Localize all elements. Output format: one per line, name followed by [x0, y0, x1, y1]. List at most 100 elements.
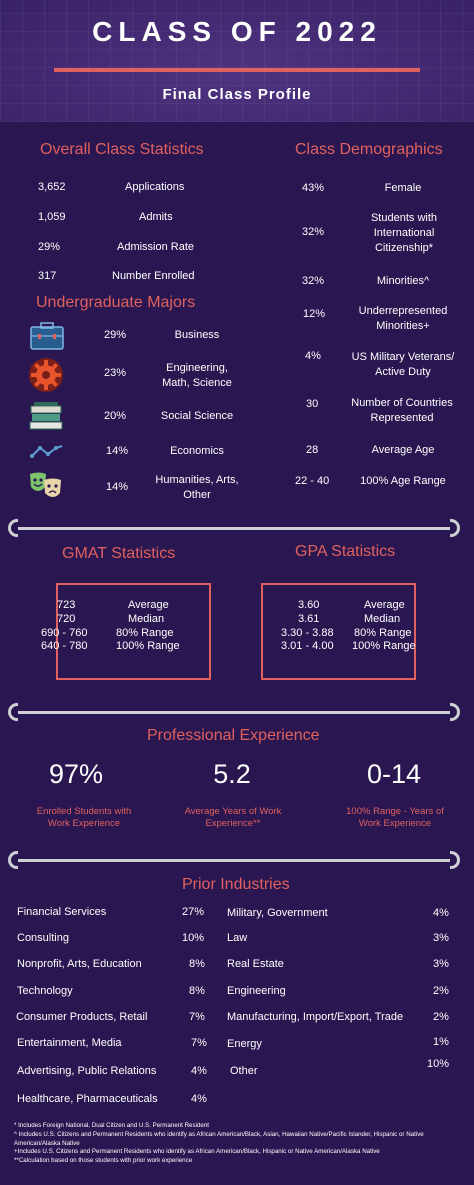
- industry-name: Healthcare, Pharmaceuticals: [17, 1093, 158, 1105]
- overall-value: 29%: [38, 241, 61, 253]
- industry-pct: 7%: [191, 1037, 207, 1049]
- industry-pct: 10%: [182, 932, 205, 944]
- industry-pct: 4%: [191, 1093, 207, 1105]
- industry-name: Financial Services: [17, 906, 107, 918]
- major-pct: 23%: [104, 367, 127, 379]
- experience-stat-caption: 100% Range - Years of Work Experience: [346, 806, 444, 829]
- industry-name: Energy: [227, 1038, 262, 1050]
- experience-stat-value: 97%: [48, 759, 104, 789]
- gpa-label: Median: [364, 613, 401, 625]
- gmat-label: 100% Range: [116, 640, 180, 652]
- experience-stat-caption: Enrolled Students with Work Experience: [36, 806, 132, 829]
- major-pct: 14%: [106, 445, 129, 457]
- overall-label: Number Enrolled: [112, 270, 195, 282]
- overall-label: Applications: [125, 181, 185, 193]
- industry-name: Real Estate: [227, 958, 284, 970]
- section-divider: [8, 703, 460, 721]
- demo-value: 43%: [302, 182, 325, 194]
- gpa-value: 3.61: [298, 613, 320, 625]
- industry-pct: 8%: [189, 958, 205, 970]
- industry-name: Consumer Products, Retail: [16, 1011, 148, 1023]
- major-label: Engineering, Math, Science: [162, 362, 232, 389]
- industry-name: Consulting: [17, 932, 69, 944]
- industry-pct: 8%: [189, 985, 205, 997]
- gmat-box: [56, 583, 211, 680]
- demo-value: 12%: [303, 308, 326, 320]
- experience-stat-value: 5.2: [213, 759, 251, 789]
- demo-label: Number of Countries Represented: [351, 397, 453, 424]
- gpa-label: 100% Range: [352, 640, 416, 652]
- demo-value: 4%: [305, 350, 321, 362]
- major-pct: 14%: [106, 481, 129, 493]
- overall-value: 3,652: [38, 181, 66, 193]
- industry-name: Other: [230, 1065, 258, 1077]
- theater-masks-icon: [30, 472, 61, 497]
- section-divider: [8, 851, 460, 869]
- overall-value: 317: [38, 270, 57, 282]
- demo-label: Average Age: [371, 444, 435, 456]
- gmat-label: 80% Range: [116, 627, 174, 639]
- major-label: Social Science: [160, 410, 234, 422]
- section-divider: [8, 519, 460, 537]
- demo-value: 28: [306, 444, 319, 456]
- gpa-value: 3.01 - 4.00: [281, 640, 334, 652]
- header-banner: [0, 0, 474, 122]
- industry-pct: 1%: [433, 1036, 449, 1048]
- major-pct: 29%: [104, 329, 127, 341]
- industry-name: Nonprofit, Arts, Education: [17, 958, 142, 970]
- major-label: Economics: [170, 445, 224, 457]
- gmat-heading: GMAT Statistics: [62, 545, 176, 562]
- experience-stat-caption: Average Years of Work Experience**: [184, 806, 282, 829]
- footnote: **Calculation based on those students wi…: [14, 1157, 193, 1164]
- overall-label: Admits: [139, 211, 173, 223]
- books-icon: [29, 402, 63, 430]
- industry-name: Military, Government: [227, 907, 328, 919]
- demographics-heading: Class Demographics: [295, 141, 443, 158]
- gmat-value: 720: [57, 613, 76, 625]
- gpa-label: Average: [364, 599, 405, 611]
- briefcase-icon: [30, 322, 64, 350]
- industry-name: Advertising, Public Relations: [17, 1065, 157, 1077]
- experience-stat-value: 0-14: [366, 759, 422, 789]
- industry-name: Law: [227, 932, 248, 944]
- gear-icon: [29, 358, 63, 392]
- page-title: CLASS OF 2022: [92, 16, 382, 47]
- industry-name: Entertainment, Media: [17, 1037, 122, 1049]
- gpa-value: 3.60: [298, 599, 320, 611]
- major-pct: 20%: [104, 410, 127, 422]
- industry-name: Technology: [17, 985, 73, 997]
- demo-label: US Military Veterans/ Active Duty: [351, 351, 455, 378]
- demo-label: Underrepresented Minorities+: [358, 305, 448, 332]
- industry-pct: 2%: [433, 1011, 449, 1023]
- footnote: * Includes Foreign National, Dual Citize…: [14, 1122, 210, 1129]
- gpa-label: 80% Range: [354, 627, 412, 639]
- gpa-value: 3.30 - 3.88: [281, 627, 334, 639]
- experience-heading: Professional Experience: [147, 727, 320, 744]
- overall-stats-heading: Overall Class Statistics: [40, 141, 204, 158]
- demo-label: Female: [384, 182, 422, 194]
- gmat-value: 640 - 780: [41, 640, 88, 652]
- overall-label: Admission Rate: [117, 241, 195, 253]
- gmat-value: 690 - 760: [41, 627, 88, 639]
- overall-value: 1,059: [38, 211, 66, 223]
- title-underline: [54, 68, 420, 72]
- gmat-label: Average: [128, 599, 169, 611]
- major-label: Business: [174, 329, 220, 341]
- industry-pct: 3%: [433, 958, 449, 970]
- industry-pct: 10%: [427, 1058, 450, 1070]
- demo-label: 100% Age Range: [360, 475, 446, 487]
- page-subtitle: Final Class Profile: [162, 86, 312, 103]
- gmat-value: 723: [57, 599, 76, 611]
- footnote: ^ Includes U.S. Citizens and Permanent R…: [14, 1131, 424, 1147]
- footnote: +Includes U.S. Citizens and Permanent Re…: [14, 1148, 380, 1155]
- industry-name: Manufacturing, Import/Export, Trade: [227, 1011, 404, 1023]
- industry-name: Engineering: [227, 985, 286, 997]
- demo-value: 32%: [302, 226, 325, 238]
- major-label: Humanities, Arts, Other: [155, 474, 239, 501]
- demo-value: 22 - 40: [295, 475, 330, 487]
- majors-heading: Undergraduate Majors: [36, 294, 196, 311]
- industry-pct: 2%: [433, 985, 449, 997]
- demo-label: Minorities^: [376, 275, 430, 287]
- demo-value: 30: [306, 398, 319, 410]
- demo-value: 32%: [302, 275, 325, 287]
